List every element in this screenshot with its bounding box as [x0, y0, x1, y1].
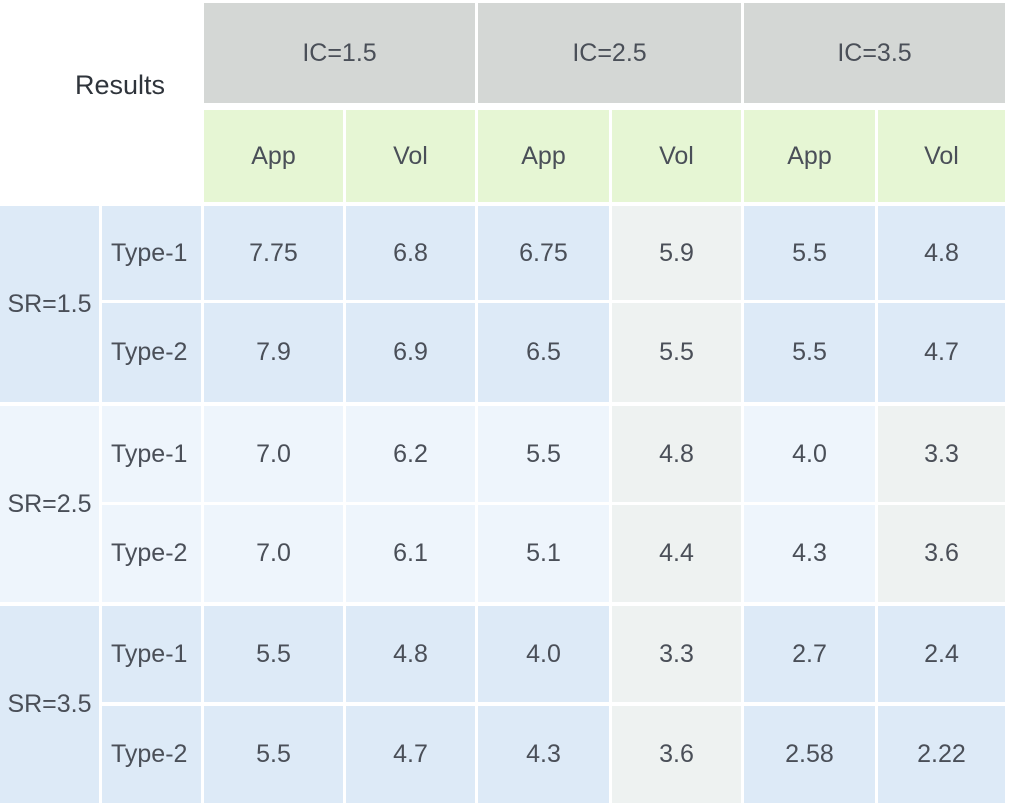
table-cell: 5.1	[478, 505, 609, 602]
table-cell: 4.3	[478, 706, 609, 803]
table-cell: 3.6	[878, 505, 1005, 602]
table-cell: 4.3	[744, 505, 875, 602]
table-cell: 7.75	[204, 206, 343, 300]
table-cell: 2.4	[878, 606, 1005, 702]
table-cell: 4.7	[878, 303, 1005, 402]
table-corner-label: Results	[0, 3, 201, 202]
table-cell: 6.2	[346, 406, 475, 502]
sr-group-label: SR=1.5	[0, 206, 99, 402]
type-label: Type-2	[102, 706, 201, 803]
table-cell: 4.0	[744, 406, 875, 502]
type-label: Type-2	[102, 505, 201, 602]
table-cell: 4.8	[346, 606, 475, 702]
table-cell: 2.22	[878, 706, 1005, 803]
table-cell: 3.3	[612, 606, 741, 702]
table-cell: 7.0	[204, 406, 343, 502]
ic-group-header: IC=1.5	[204, 3, 475, 103]
ic-group-header: IC=3.5	[744, 3, 1005, 103]
table-cell: 3.6	[612, 706, 741, 803]
type-label: Type-1	[102, 606, 201, 702]
table-cell: 7.9	[204, 303, 343, 402]
column-subheader: App	[478, 110, 609, 202]
column-subheader: Vol	[878, 110, 1005, 202]
table-cell: 4.8	[878, 206, 1005, 300]
column-subheader: Vol	[346, 110, 475, 202]
table-cell: 5.5	[744, 303, 875, 402]
table-cell: 6.75	[478, 206, 609, 300]
table-cell: 2.7	[744, 606, 875, 702]
type-label: Type-1	[102, 206, 201, 300]
table-cell: 3.3	[878, 406, 1005, 502]
table-cell: 5.5	[204, 706, 343, 803]
sr-group-label: SR=3.5	[0, 606, 99, 803]
table-cell: 5.9	[612, 206, 741, 300]
column-subheader: App	[744, 110, 875, 202]
column-subheader: Vol	[612, 110, 741, 202]
table-cell: 4.4	[612, 505, 741, 602]
table-cell: 4.0	[478, 606, 609, 702]
table-cell: 2.58	[744, 706, 875, 803]
type-label: Type-1	[102, 406, 201, 502]
type-label: Type-2	[102, 303, 201, 402]
table-cell: 5.5	[612, 303, 741, 402]
sr-group-label: SR=2.5	[0, 406, 99, 602]
table-cell: 7.0	[204, 505, 343, 602]
table-cell: 5.5	[478, 406, 609, 502]
table-cell: 4.7	[346, 706, 475, 803]
table-cell: 5.5	[204, 606, 343, 702]
table-cell: 6.8	[346, 206, 475, 300]
table-cell: 4.8	[612, 406, 741, 502]
table-cell: 5.5	[744, 206, 875, 300]
ic-group-header: IC=2.5	[478, 3, 741, 103]
column-subheader: App	[204, 110, 343, 202]
table-cell: 6.9	[346, 303, 475, 402]
table-cell: 6.5	[478, 303, 609, 402]
table-cell: 6.1	[346, 505, 475, 602]
